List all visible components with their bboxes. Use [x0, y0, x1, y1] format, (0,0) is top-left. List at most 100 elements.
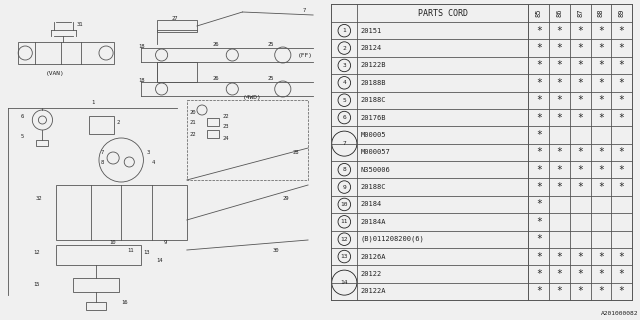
Text: 10: 10 [109, 241, 116, 245]
Text: (4WD): (4WD) [243, 95, 262, 100]
Bar [56, 185, 187, 240]
Text: *: * [536, 286, 541, 296]
Text: *: * [598, 95, 604, 105]
Text: *: * [619, 252, 625, 261]
Text: *: * [598, 26, 604, 36]
Text: 86: 86 [556, 9, 563, 17]
Text: 20188C: 20188C [360, 97, 386, 103]
Text: 26: 26 [212, 76, 219, 81]
Bar [207, 118, 219, 126]
Text: 87: 87 [577, 9, 583, 17]
Text: *: * [536, 147, 541, 157]
Text: *: * [598, 182, 604, 192]
Bar [18, 42, 114, 64]
Text: *: * [536, 95, 541, 105]
Text: (B)011208200(6): (B)011208200(6) [360, 236, 424, 243]
Text: 11: 11 [127, 247, 134, 252]
Text: 18: 18 [138, 77, 145, 83]
Text: 7: 7 [303, 7, 307, 12]
Bar [157, 20, 197, 32]
Text: 20188C: 20188C [360, 184, 386, 190]
Text: 20122B: 20122B [360, 62, 386, 68]
Text: *: * [577, 26, 583, 36]
Text: *: * [619, 182, 625, 192]
Text: 85: 85 [536, 9, 541, 17]
Text: *: * [536, 217, 541, 227]
Text: *: * [536, 43, 541, 53]
Text: *: * [536, 130, 541, 140]
Text: *: * [619, 60, 625, 70]
Text: 7: 7 [101, 149, 104, 155]
Bar [56, 245, 141, 265]
Text: *: * [536, 60, 541, 70]
Text: *: * [557, 182, 563, 192]
Text: 27: 27 [172, 15, 178, 20]
Text: 20126A: 20126A [360, 253, 386, 260]
Text: *: * [577, 269, 583, 279]
Text: *: * [598, 113, 604, 123]
Text: 18: 18 [138, 44, 145, 49]
Text: 2: 2 [116, 119, 120, 124]
Bar [157, 62, 197, 82]
Text: 5: 5 [20, 134, 24, 140]
Text: M00005: M00005 [360, 132, 386, 138]
Text: 9: 9 [342, 185, 346, 189]
Text: 4: 4 [342, 80, 346, 85]
Text: *: * [598, 147, 604, 157]
Text: *: * [557, 78, 563, 88]
Text: *: * [598, 286, 604, 296]
Text: 25: 25 [268, 76, 274, 81]
Text: *: * [619, 147, 625, 157]
Bar [187, 100, 308, 180]
Text: *: * [619, 269, 625, 279]
Text: 20184: 20184 [360, 201, 381, 207]
Text: 5: 5 [342, 98, 346, 103]
Text: 6: 6 [342, 115, 346, 120]
Text: *: * [557, 165, 563, 175]
Text: *: * [536, 113, 541, 123]
Text: 10: 10 [340, 202, 348, 207]
Text: *: * [557, 147, 563, 157]
Bar [36, 140, 49, 146]
Text: 13: 13 [143, 250, 150, 254]
Text: *: * [536, 252, 541, 261]
Bar [73, 278, 119, 292]
Text: *: * [557, 113, 563, 123]
Text: *: * [619, 26, 625, 36]
Text: *: * [557, 252, 563, 261]
Text: 20122: 20122 [360, 271, 381, 277]
Text: 7: 7 [342, 141, 346, 146]
Text: 23: 23 [222, 124, 228, 130]
Text: M000057: M000057 [360, 149, 390, 155]
Text: *: * [577, 43, 583, 53]
Text: 3: 3 [147, 149, 150, 155]
Text: 20: 20 [190, 109, 196, 115]
Text: 20188B: 20188B [360, 80, 386, 86]
Text: 15: 15 [33, 283, 40, 287]
Text: *: * [536, 269, 541, 279]
Bar [89, 116, 114, 134]
Text: 4: 4 [152, 159, 155, 164]
Text: *: * [577, 60, 583, 70]
Text: *: * [536, 182, 541, 192]
Text: 20122A: 20122A [360, 288, 386, 294]
Text: 16: 16 [121, 300, 128, 305]
Text: 12: 12 [33, 250, 40, 254]
Text: 1: 1 [91, 100, 94, 106]
Text: *: * [577, 286, 583, 296]
Text: *: * [619, 286, 625, 296]
Text: *: * [598, 78, 604, 88]
Text: 14: 14 [340, 280, 348, 285]
Text: *: * [619, 78, 625, 88]
Text: *: * [598, 269, 604, 279]
Text: *: * [577, 78, 583, 88]
Text: 1: 1 [342, 28, 346, 33]
Text: 8: 8 [101, 161, 104, 165]
Text: *: * [577, 252, 583, 261]
Text: *: * [598, 252, 604, 261]
Text: *: * [536, 26, 541, 36]
Text: *: * [598, 165, 604, 175]
Text: *: * [557, 26, 563, 36]
Bar [86, 302, 106, 310]
Text: 9: 9 [164, 241, 167, 245]
